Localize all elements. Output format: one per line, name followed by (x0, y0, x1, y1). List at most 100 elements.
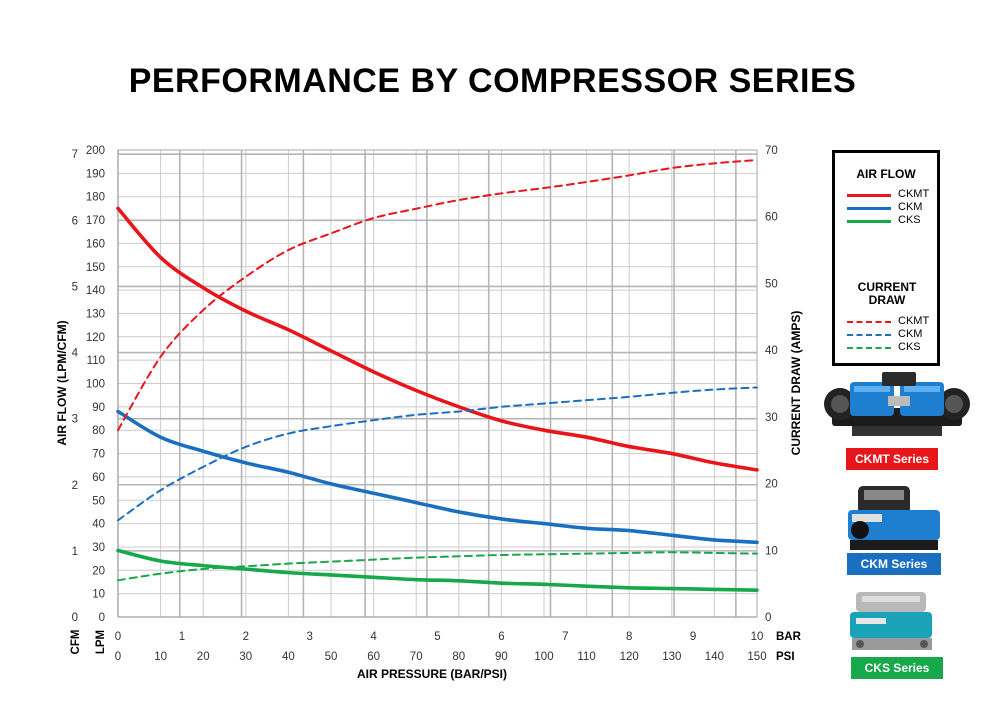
x-tick-bar: 0 (115, 631, 121, 643)
y-tick-lpm: 0 (99, 612, 105, 624)
cks-compressor-image (850, 592, 932, 650)
y-tick-amps: 50 (765, 278, 778, 290)
grid (117, 149, 758, 618)
legend-label: CKM (898, 328, 923, 340)
x-tick-bar: 5 (434, 631, 440, 643)
y-tick-lpm: 120 (86, 332, 105, 344)
y-tick-lpm: 150 (86, 262, 105, 274)
y-tick-lpm: 90 (92, 402, 105, 414)
y-tick-cfm: 6 (72, 215, 78, 227)
y-tick-cfm: 5 (72, 281, 78, 293)
legend-current-title: CURRENT DRAW (835, 281, 939, 307)
x-tick-bar: 8 (626, 631, 632, 643)
y-tick-lpm: 190 (86, 168, 105, 180)
y-axis-label-right: CURRENT DRAW (AMPS) (789, 311, 803, 456)
legend-label: CKMT (898, 315, 930, 327)
x-tick-psi: 130 (662, 651, 681, 663)
series-lines (116, 159, 759, 592)
y-tick-cfm: 2 (72, 480, 78, 492)
series-airflow-ckmt (116, 206, 759, 472)
legend-label: CKM (898, 201, 923, 213)
y-tick-cfm: 1 (72, 546, 78, 558)
y-tick-amps: 0 (765, 612, 771, 624)
x-tick-bar: 3 (306, 631, 312, 643)
x-tick-psi: 110 (577, 651, 595, 663)
legend-swatch (847, 220, 891, 223)
legend-swatch (847, 347, 891, 349)
legend-swatch (847, 194, 891, 197)
y-tick-cfm: 4 (72, 348, 79, 360)
x-tick-bar: 7 (562, 631, 568, 643)
y-tick-lpm: 100 (86, 379, 105, 391)
y-axis-label-left: AIR FLOW (LPM/CFM) (55, 320, 69, 445)
y-tick-lpm: 130 (86, 308, 105, 320)
y-tick-amps: 20 (765, 479, 778, 491)
product-cks: CKS Series (848, 588, 958, 682)
product-ckm: CKM Series (840, 484, 960, 576)
y-tick-lpm: 160 (86, 238, 105, 250)
legend-label: CKMT (898, 188, 930, 200)
x-tick-psi: 150 (747, 651, 766, 663)
x-tick-bar: 9 (690, 631, 696, 643)
x-tick-psi: 90 (495, 651, 508, 663)
x-tick-psi: 60 (367, 651, 380, 663)
chart-title: PERFORMANCE BY COMPRESSOR SERIES (128, 62, 857, 100)
ckm-compressor-image (848, 486, 940, 550)
y-tick-lpm: 140 (86, 285, 105, 297)
legend-label: CKS (898, 214, 921, 226)
x-tick-psi: 20 (197, 651, 210, 663)
y-unit-cfm: CFM (70, 630, 82, 655)
x-unit-bar: BAR (776, 631, 802, 643)
y-tick-amps: 40 (765, 345, 778, 357)
y-tick-cfm: 3 (72, 414, 78, 426)
y-tick-amps: 60 (765, 212, 778, 224)
y-tick-lpm: 200 (86, 145, 105, 157)
x-tick-psi: 80 (452, 651, 465, 663)
y-tick-lpm: 170 (86, 215, 105, 227)
y-tick-amps: 10 (765, 545, 778, 557)
tick-labels: 0102030405060708090100110120130140150160… (72, 145, 778, 663)
legend-swatch (847, 334, 891, 336)
series-current-ckm (117, 386, 758, 522)
x-tick-psi: 120 (620, 651, 639, 663)
x-tick-psi: 40 (282, 651, 295, 663)
x-tick-bar: 6 (498, 631, 504, 643)
legend-current-title-line1: CURRENT (857, 280, 917, 294)
x-tick-psi: 100 (534, 651, 553, 663)
x-tick-psi: 70 (410, 651, 423, 663)
y-tick-lpm: 40 (92, 519, 105, 531)
y-tick-cfm: 0 (72, 612, 78, 624)
x-axis-label: AIR PRESSURE (BAR/PSI) (357, 667, 507, 681)
axis-labels: AIR FLOW (LPM/CFM) CURRENT DRAW (AMPS) A… (55, 311, 803, 681)
y-tick-cfm: 7 (72, 149, 78, 161)
product-ckmt: CKMT Series (822, 368, 972, 472)
y-tick-amps: 70 (765, 145, 778, 157)
y-tick-lpm: 10 (92, 589, 105, 601)
legend-box: AIR FLOW CKMT CKM CKS CURRENT DRAW CKMT … (832, 150, 940, 366)
series-current-cks (117, 551, 758, 582)
ckm-series-badge: CKM Series (847, 553, 941, 575)
y-tick-amps: 30 (765, 412, 778, 424)
y-unit-lpm: LPM (95, 630, 107, 654)
x-tick-bar: 2 (243, 631, 249, 643)
legend-swatch (847, 207, 891, 210)
y-tick-lpm: 50 (92, 495, 105, 507)
legend-swatch (847, 321, 891, 323)
x-tick-bar: 4 (370, 631, 377, 643)
y-tick-lpm: 70 (92, 449, 105, 461)
legend-current-title-line2: DRAW (868, 293, 906, 307)
x-tick-bar: 1 (179, 631, 185, 643)
y-tick-lpm: 20 (92, 565, 105, 577)
y-tick-lpm: 80 (92, 425, 105, 437)
legend-airflow-title: AIR FLOW (856, 167, 916, 181)
plot-frame (117, 149, 758, 618)
x-tick-psi: 0 (115, 651, 121, 663)
y-tick-lpm: 60 (92, 472, 105, 484)
ckmt-compressor-image (824, 372, 970, 436)
x-tick-bar: 10 (751, 631, 764, 643)
cks-series-badge: CKS Series (851, 657, 943, 679)
legend-label: CKS (898, 341, 921, 353)
x-tick-psi: 10 (154, 651, 167, 663)
x-unit-psi: PSI (776, 651, 795, 663)
y-tick-lpm: 110 (87, 355, 105, 367)
